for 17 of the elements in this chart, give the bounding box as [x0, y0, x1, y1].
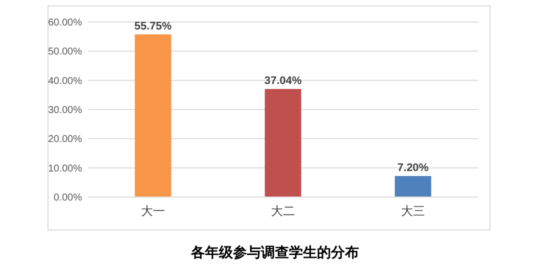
bar	[264, 88, 302, 197]
y-tick-label: 50.00%	[48, 46, 82, 58]
text: 各年级参与调查学生的分布	[190, 244, 359, 260]
x-tick-label: 大三	[401, 204, 425, 218]
bar	[394, 176, 432, 197]
y-tick-label: 40.00%	[48, 76, 82, 87]
data-label: 37.04%	[264, 74, 302, 87]
y-tick-label: 10.00%	[48, 163, 82, 174]
x-tick-label: 大一	[141, 204, 165, 218]
data-label: 7.20%	[397, 162, 429, 174]
y-tick-label: 60.00%	[48, 18, 82, 28]
data-label: 55.75%	[134, 20, 172, 32]
bar	[134, 34, 172, 197]
y-tick-label: 20.00%	[48, 134, 82, 146]
x-tick-label: 大二	[271, 204, 295, 218]
y-tick-label: 0.00%	[54, 192, 82, 204]
y-tick-label: 30.00%	[48, 105, 82, 116]
